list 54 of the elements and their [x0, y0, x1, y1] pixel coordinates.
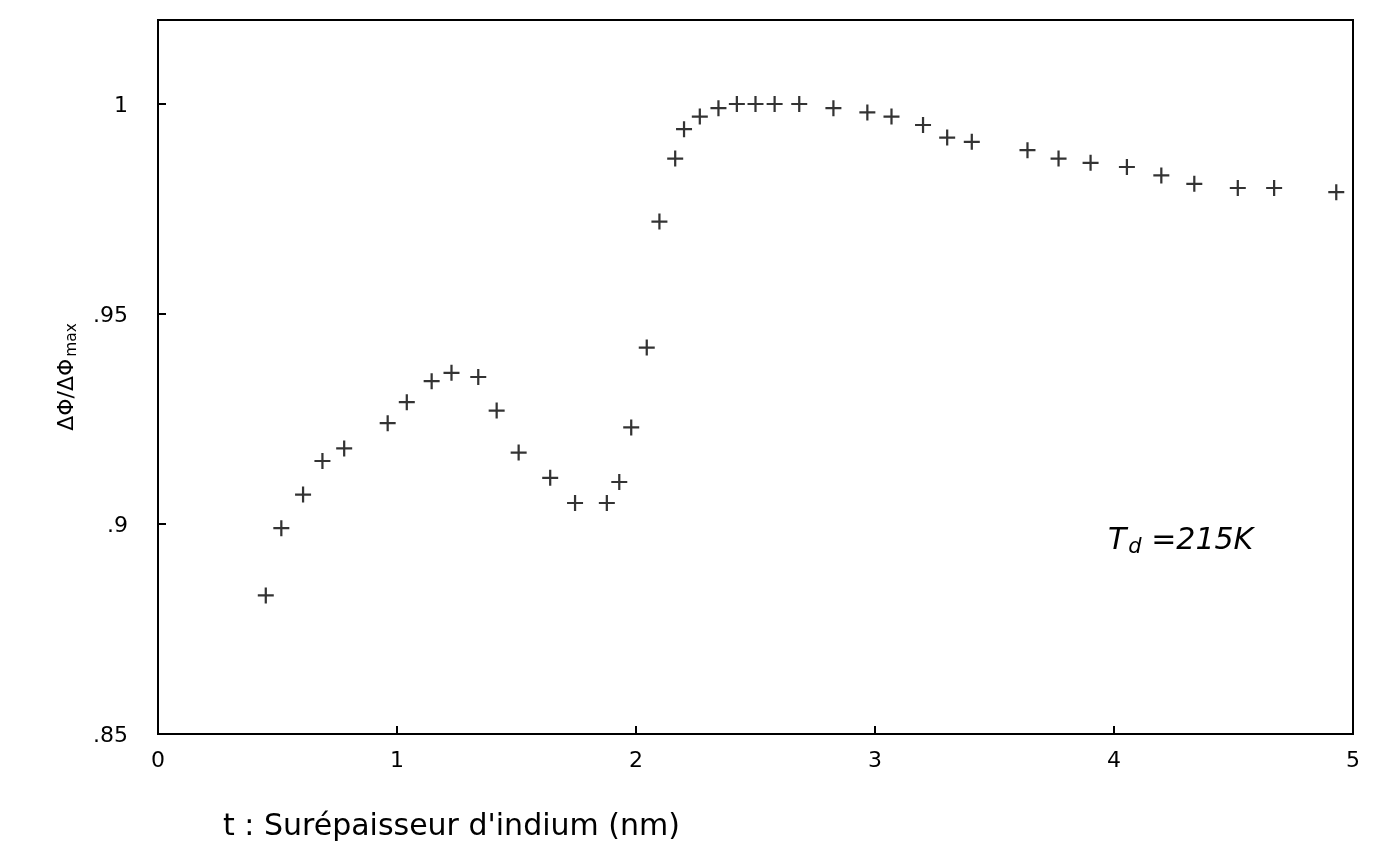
point	[1186, 175, 1203, 192]
point	[623, 419, 640, 436]
point	[398, 394, 415, 411]
point	[314, 453, 331, 469]
point	[567, 495, 584, 511]
point	[379, 415, 396, 432]
point	[1019, 142, 1036, 159]
point	[728, 96, 745, 112]
point	[791, 96, 808, 112]
point	[915, 117, 932, 133]
x-tick-label: 2	[629, 746, 643, 772]
point	[488, 402, 505, 419]
point	[883, 108, 900, 125]
y-axis-title: ΔΦ/ΔΦmax	[52, 323, 80, 431]
point	[611, 474, 628, 490]
point	[423, 373, 440, 390]
y-tick-label: .95	[93, 301, 128, 327]
x-axis-title: t : Surépaisseur d'indium (nm)	[223, 806, 680, 842]
x-tick-label: 0	[151, 746, 165, 772]
x-tick-label: 3	[868, 746, 882, 772]
y-tick-label: 1	[114, 91, 128, 117]
point	[766, 96, 783, 112]
point	[470, 369, 487, 385]
x-tick-label: 4	[1107, 746, 1121, 772]
y-tick-label: .9	[107, 511, 128, 537]
y-tick-label: .85	[93, 721, 128, 747]
point	[1050, 150, 1067, 167]
point	[710, 100, 727, 117]
point	[443, 364, 460, 381]
point	[963, 133, 980, 150]
x-tick-label: 5	[1346, 746, 1360, 772]
point	[1266, 180, 1283, 196]
point	[667, 150, 684, 167]
point	[939, 129, 956, 146]
point	[676, 121, 693, 138]
point	[1082, 154, 1099, 171]
point	[295, 486, 312, 503]
x-tick-label: 1	[390, 746, 404, 772]
point	[651, 213, 668, 230]
point	[638, 339, 655, 356]
point	[1229, 180, 1246, 196]
point	[510, 444, 527, 461]
point	[1118, 159, 1135, 175]
point	[825, 100, 842, 117]
point	[747, 96, 764, 112]
point	[1328, 184, 1345, 201]
point	[336, 440, 353, 457]
point	[691, 108, 708, 125]
point	[1153, 167, 1170, 184]
point	[859, 104, 876, 121]
point	[257, 587, 274, 604]
point	[273, 520, 290, 537]
point	[598, 495, 615, 511]
point	[542, 469, 559, 486]
